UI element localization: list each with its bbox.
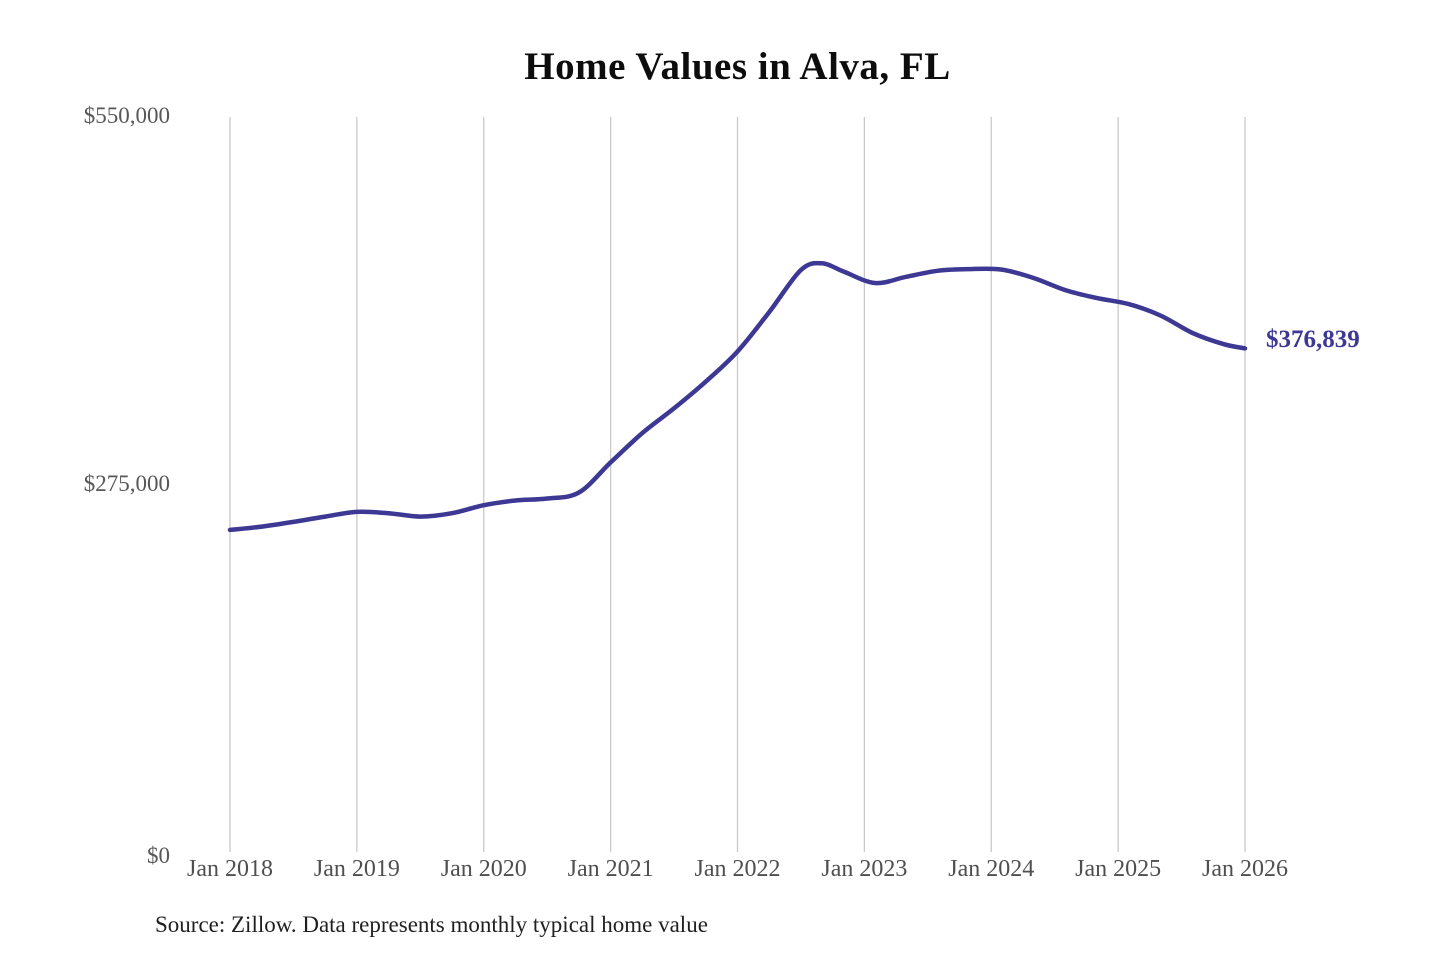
x-axis-label-jan-2020: Jan 2020 xyxy=(440,856,527,882)
gridline-group xyxy=(229,117,1246,852)
x-axis-label-jan-2023: Jan 2023 xyxy=(821,856,908,882)
source-note: Source: Zillow. Data represents monthly … xyxy=(155,912,708,937)
home-value-line xyxy=(227,260,1248,533)
x-axis-label-jan-2022: Jan 2022 xyxy=(694,856,781,882)
x-axis-label-jan-2019: Jan 2019 xyxy=(313,856,400,882)
chart-title: Home Values in Alva, FL xyxy=(524,45,951,88)
y-axis-label-275000: $275,000 xyxy=(83,470,170,496)
x-axis-label-jan-2026: Jan 2026 xyxy=(1202,856,1288,882)
latest-value-label: $376,839 xyxy=(1266,326,1360,353)
y-axis-label-550000: $550,000 xyxy=(83,103,170,128)
y-axis-label-0: $0 xyxy=(147,843,170,868)
x-axis-label-jan-2025: Jan 2025 xyxy=(1075,856,1162,882)
x-axis-label-jan-2021: Jan 2021 xyxy=(567,856,654,882)
x-axis-label-jan-2018: Jan 2018 xyxy=(187,856,273,882)
x-axis-label-jan-2024: Jan 2024 xyxy=(948,856,1035,882)
